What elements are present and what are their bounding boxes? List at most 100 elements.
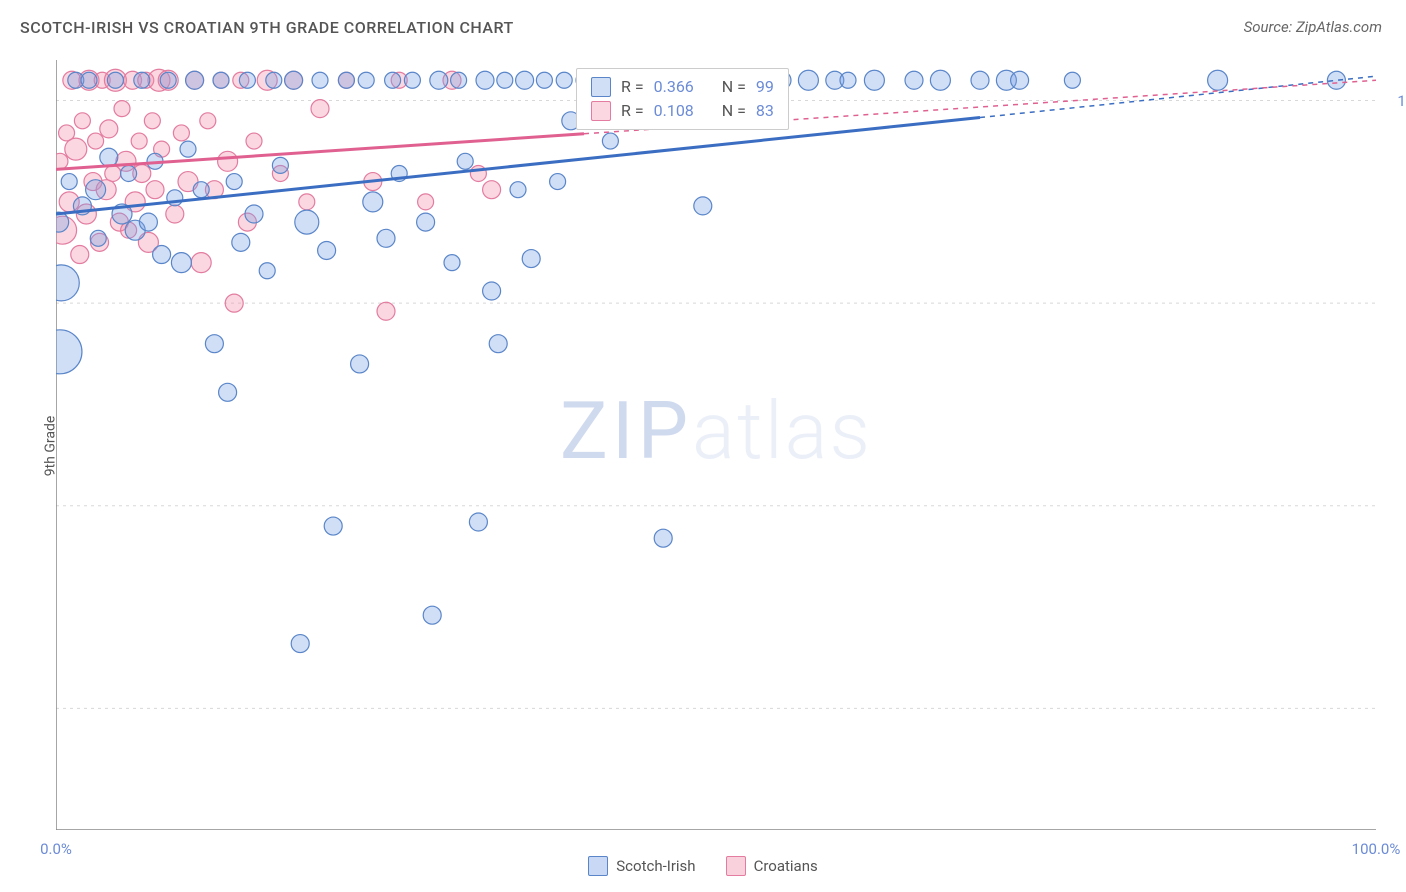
data-point	[483, 282, 501, 300]
data-point	[153, 246, 171, 264]
y-tick-label: 100.0%	[1386, 92, 1406, 110]
data-point	[193, 182, 209, 198]
data-point	[200, 113, 216, 129]
plot-area: ZIPatlas R = 0.366 N = 99 R = 0.108 N = …	[56, 60, 1376, 830]
data-point	[483, 181, 501, 199]
series-swatch	[591, 77, 611, 97]
data-point	[602, 133, 618, 149]
data-point	[144, 113, 160, 129]
data-point	[61, 174, 77, 190]
data-point	[377, 229, 395, 247]
data-point	[205, 335, 223, 353]
data-point	[404, 72, 420, 88]
data-point	[363, 192, 383, 212]
data-point	[864, 70, 884, 90]
data-point	[522, 250, 540, 268]
data-point	[451, 72, 467, 88]
data-point	[65, 138, 87, 160]
scatter-chart	[56, 60, 1376, 830]
data-point	[694, 197, 712, 215]
data-point	[457, 153, 473, 169]
data-point	[166, 205, 184, 223]
data-point	[654, 529, 672, 547]
legend-label: Scotch-Irish	[616, 857, 695, 875]
data-point	[510, 182, 526, 198]
source-attribution: Source: ZipAtlas.com	[1244, 18, 1382, 36]
y-tick-label: 90.0%	[1386, 497, 1406, 515]
correlation-stats-box: R = 0.366 N = 99 R = 0.108 N = 83	[576, 68, 789, 130]
legend-swatch	[588, 856, 608, 876]
data-point	[232, 233, 250, 251]
data-point	[295, 210, 319, 234]
data-point	[160, 72, 176, 88]
data-point	[550, 174, 566, 190]
data-point	[100, 148, 118, 166]
data-point	[131, 133, 147, 149]
data-point	[516, 71, 534, 89]
data-point	[171, 253, 191, 273]
legend-item: Scotch-Irish	[588, 856, 695, 876]
data-point	[798, 70, 818, 90]
data-point	[134, 72, 150, 88]
data-point	[71, 246, 89, 264]
data-point	[489, 335, 507, 353]
data-point	[56, 265, 79, 301]
data-point	[377, 302, 395, 320]
data-point	[139, 213, 157, 231]
legend-swatch	[726, 856, 746, 876]
data-point	[338, 72, 354, 88]
data-point	[971, 71, 989, 89]
series-swatch	[591, 101, 611, 121]
legend-label: Croatians	[754, 857, 818, 875]
data-point	[218, 151, 238, 171]
data-point	[246, 133, 262, 149]
data-point	[385, 72, 401, 88]
data-point	[74, 113, 90, 129]
regression-line-extrapolated	[980, 76, 1376, 117]
data-point	[430, 71, 448, 89]
data-point	[469, 513, 487, 531]
data-point	[840, 72, 856, 88]
data-point	[358, 72, 374, 88]
data-point	[245, 205, 263, 223]
data-point	[100, 120, 118, 138]
data-point	[476, 71, 494, 89]
data-point	[266, 72, 282, 88]
data-point	[272, 157, 288, 173]
y-tick-label: 95.0%	[1386, 294, 1406, 312]
data-point	[56, 153, 68, 169]
data-point	[114, 101, 130, 117]
data-point	[191, 253, 211, 273]
data-point	[417, 213, 435, 231]
chart-title: SCOTCH-IRISH VS CROATIAN 9TH GRADE CORRE…	[20, 18, 514, 37]
data-point	[497, 72, 513, 88]
data-point	[88, 133, 104, 149]
data-point	[225, 294, 243, 312]
data-point	[86, 180, 106, 200]
y-tick-label: 85.0%	[1386, 699, 1406, 717]
data-point	[146, 181, 164, 199]
data-point	[444, 255, 460, 271]
data-point	[1011, 71, 1029, 89]
data-point	[226, 174, 242, 190]
data-point	[173, 125, 189, 141]
data-point	[291, 635, 309, 653]
data-point	[312, 72, 328, 88]
data-point	[311, 100, 329, 118]
data-point	[239, 72, 255, 88]
data-point	[423, 606, 441, 624]
data-point	[1208, 70, 1228, 90]
data-point	[107, 72, 123, 88]
data-point	[186, 71, 204, 89]
data-point	[213, 72, 229, 88]
legend: Scotch-Irish Croatians	[0, 856, 1406, 876]
data-point	[81, 72, 97, 88]
data-point	[219, 383, 237, 401]
data-point	[351, 355, 369, 373]
data-point	[180, 141, 196, 157]
data-point	[299, 194, 315, 210]
stats-row: R = 0.366 N = 99	[591, 75, 774, 99]
data-point	[318, 241, 336, 259]
stats-row: R = 0.108 N = 83	[591, 99, 774, 123]
data-point	[905, 71, 923, 89]
